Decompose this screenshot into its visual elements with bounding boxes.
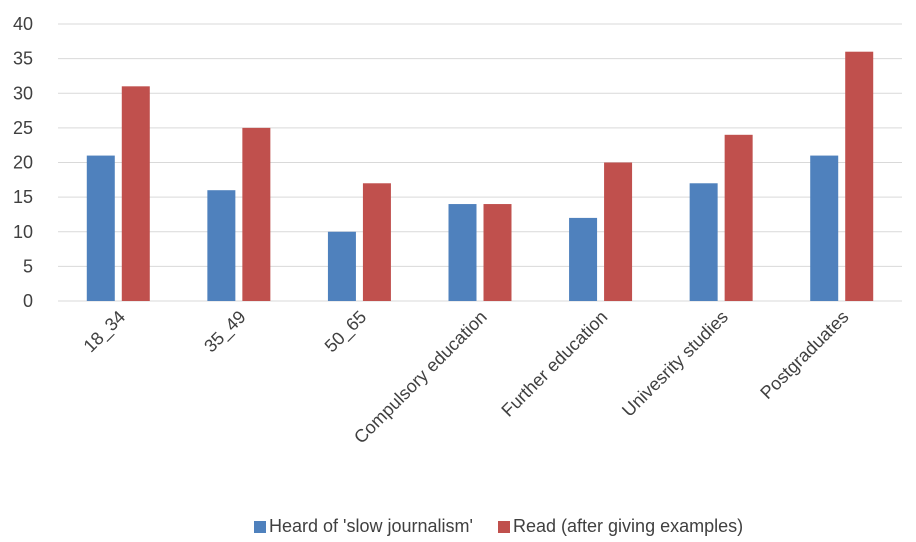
x-tick-label: 18_34: [80, 307, 130, 357]
bar-heard-3: [448, 204, 477, 301]
x-tick-label: Postgraduates: [756, 307, 852, 403]
legend-label-read: Read (after giving examples): [513, 516, 743, 536]
y-tick-label: 10: [13, 222, 33, 242]
bars: [86, 51, 874, 302]
x-tick-label: 50_65: [321, 307, 371, 357]
legend-swatch-heard: [254, 521, 266, 533]
bar-read-5: [724, 134, 753, 301]
bar-heard-4: [569, 217, 598, 301]
legend-item-heard: Heard of 'slow journalism': [254, 516, 473, 536]
x-tick-label: Compulsory education: [350, 307, 491, 448]
gridlines: [58, 23, 902, 302]
y-tick-label: 25: [13, 118, 33, 138]
x-tick-label: Further education: [497, 307, 611, 421]
bar-heard-0: [86, 155, 115, 301]
y-tick-label: 30: [13, 83, 33, 103]
y-tick-label: 5: [23, 256, 33, 276]
bar-read-6: [845, 51, 874, 302]
bar-heard-5: [689, 183, 718, 301]
bar-read-1: [242, 127, 271, 301]
y-tick-label: 20: [13, 153, 33, 173]
y-tick-label: 15: [13, 187, 33, 207]
bar-read-0: [121, 86, 150, 301]
y-tick-label: 40: [13, 14, 33, 34]
legend: Heard of 'slow journalism' Read (after g…: [254, 516, 743, 536]
bar-read-4: [604, 162, 633, 301]
bar-read-3: [483, 204, 512, 301]
x-tick-label: 35_49: [200, 307, 250, 357]
x-tick-label: Univesrity studies: [618, 307, 732, 421]
bar-heard-1: [207, 190, 236, 301]
legend-swatch-read: [498, 521, 510, 533]
y-tick-label: 0: [23, 291, 33, 311]
bar-heard-2: [327, 231, 356, 301]
bar-heard-6: [810, 155, 839, 301]
bar-read-2: [362, 183, 391, 301]
legend-item-read: Read (after giving examples): [498, 516, 743, 536]
y-tick-label: 35: [13, 49, 33, 69]
y-axis-tick-labels: 0 5 10 15 20 25 30 35 40: [13, 14, 33, 311]
legend-label-heard: Heard of 'slow journalism': [269, 516, 473, 536]
